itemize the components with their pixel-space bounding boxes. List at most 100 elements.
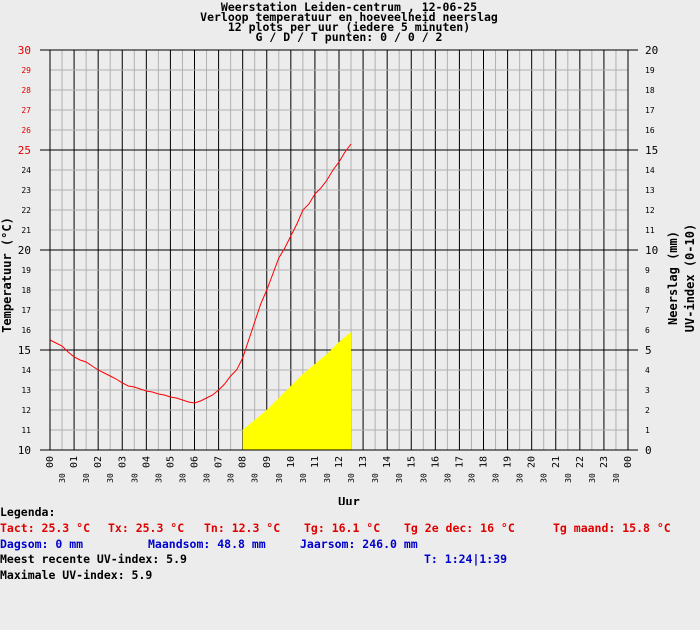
y-left-ticks: 10 11 12 13 14 15 16 17 18 19 20 21 22 23 24 25 26 27 28 29… xyxy=(18,44,31,457)
legend: Legenda: Tact: 25.3 °C Tx: 25.3 °C Tn: 1… xyxy=(0,505,700,630)
legend-time: T: 1:24|1:39 xyxy=(424,552,508,566)
y-right-tick-label: 14 xyxy=(645,166,655,175)
x-tick-label: 30 xyxy=(203,473,212,483)
uv-area xyxy=(242,331,352,450)
x-tick-label: 15 xyxy=(406,456,417,468)
y-left-tick-label: 21 xyxy=(21,226,31,235)
y-right-tick-label: 15 xyxy=(645,144,658,157)
x-tick-label: 02 xyxy=(93,456,104,468)
legend-jaarsom: Jaarsom: 246.0 mm xyxy=(300,537,418,551)
x-tick-label: 30 xyxy=(564,473,573,483)
temperature-line xyxy=(49,143,352,404)
legend-tg2e: Tg 2e dec: 16 °C xyxy=(404,521,515,535)
x-ticks: 0030013002300330043005300630073008300930… xyxy=(45,456,634,483)
y-right-tick-label: 1 xyxy=(645,426,650,435)
y-left-tick-label: 13 xyxy=(21,386,31,395)
x-tick-label: 08 xyxy=(238,456,249,468)
y-right-tick-label: 9 xyxy=(645,266,650,275)
legend-tact: Tact: 25.3 °C xyxy=(0,521,91,535)
y-right-tick-label: 10 xyxy=(645,244,658,257)
y-left-tick-label: 22 xyxy=(21,206,31,215)
x-tick-label: 30 xyxy=(251,473,260,483)
x-tick-label: 30 xyxy=(275,473,284,483)
y-right-tick-label: 20 xyxy=(645,44,658,57)
y-right-tick-label: 7 xyxy=(645,306,650,315)
title-line: G / D / T punten: 0 / 0 / 2 xyxy=(256,30,443,44)
uv-area-shape xyxy=(242,332,352,450)
y-left-axis-label: Temperatuur (°C) xyxy=(0,217,14,333)
y-right-tick-label: 11 xyxy=(645,226,655,235)
legend-tn: Tn: 12.3 °C xyxy=(204,521,281,535)
y-left-tick-label: 27 xyxy=(21,106,31,115)
y-right-tick-label: 12 xyxy=(645,206,655,215)
plot-border xyxy=(49,49,629,451)
x-tick-label: 30 xyxy=(58,473,67,483)
grid xyxy=(40,49,638,451)
x-tick-label: 18 xyxy=(479,456,490,468)
x-tick-label: 22 xyxy=(575,456,586,468)
y-left-tick-label: 16 xyxy=(21,326,31,335)
x-tick-label: 30 xyxy=(612,473,621,483)
y-left-tick-label: 25 xyxy=(18,144,31,157)
x-tick-label: 17 xyxy=(454,456,465,468)
x-axis-label: Uur xyxy=(338,495,360,505)
x-tick-label: 14 xyxy=(382,456,393,468)
legend-maandsom: Maandsom: 48.8 mm xyxy=(148,537,266,551)
x-tick-label: 30 xyxy=(82,473,91,483)
chart-title: Weerstation Leiden-centrum , 12-06-25Ver… xyxy=(200,0,498,44)
y-right-tick-label: 6 xyxy=(645,326,650,335)
y-right-tick-label: 16 xyxy=(645,126,655,135)
y-left-tick-label: 20 xyxy=(18,244,31,257)
y-left-tick-label: 12 xyxy=(21,406,31,415)
y-left-tick-label: 23 xyxy=(21,186,31,195)
y-left-tick-label: 17 xyxy=(21,306,31,315)
x-tick-label: 30 xyxy=(347,473,356,483)
x-tick-label: 19 xyxy=(503,456,514,468)
y-left-tick-label: 15 xyxy=(18,344,31,357)
y-left-tick-label: 26 xyxy=(21,126,31,135)
x-tick-label: 12 xyxy=(334,456,345,468)
y-left-tick-label: 30 xyxy=(18,44,31,57)
x-tick-label: 21 xyxy=(551,456,562,468)
x-tick-label: 23 xyxy=(599,456,610,468)
title-line: Verloop temperatuur en hoeveelheid neers… xyxy=(200,10,498,24)
x-tick-label: 30 xyxy=(395,473,404,483)
y-left-tick-label: 11 xyxy=(21,426,31,435)
x-tick-label: 11 xyxy=(310,456,321,468)
x-tick-label: 01 xyxy=(69,456,80,468)
x-tick-label: 30 xyxy=(467,473,476,483)
x-tick-label: 09 xyxy=(262,456,273,468)
x-tick-label: 05 xyxy=(165,456,176,468)
title-line: 12 plots per uur (iedere 5 minuten) xyxy=(228,20,470,34)
x-tick-label: 30 xyxy=(588,473,597,483)
x-tick-label: 30 xyxy=(299,473,308,483)
x-tick-label: 30 xyxy=(130,473,139,483)
y-left-tick-label: 28 xyxy=(21,86,31,95)
x-tick-label: 30 xyxy=(516,473,525,483)
y-left-tick-label: 10 xyxy=(18,444,31,457)
x-tick-label: 00 xyxy=(623,456,634,468)
x-tick-label: 13 xyxy=(358,456,369,468)
y-right-tick-label: 17 xyxy=(645,106,655,115)
y-right-tick-label: 13 xyxy=(645,186,655,195)
x-tick-label: 30 xyxy=(371,473,380,483)
legend-uv-max: Maximale UV-index: 5.9 xyxy=(0,568,153,582)
y-right-tick-label: 5 xyxy=(645,344,652,357)
legend-dagsom: Dagsom: 0 mm xyxy=(0,537,84,551)
title-line: Weerstation Leiden-centrum , 12-06-25 xyxy=(221,0,477,14)
y-right-tick-label: 19 xyxy=(645,66,655,75)
y-right-tick-label: 4 xyxy=(645,366,650,375)
x-tick-label: 16 xyxy=(430,456,441,468)
y-right-axis-label-uv: UV-index (0-10) xyxy=(683,224,697,332)
y-right-tick-label: 2 xyxy=(645,406,650,415)
x-tick-label: 03 xyxy=(117,456,128,468)
legend-heading: Legenda: xyxy=(0,505,56,519)
y-left-tick-label: 29 xyxy=(21,66,31,75)
x-tick-label: 30 xyxy=(154,473,163,483)
x-tick-label: 30 xyxy=(540,473,549,483)
x-tick-label: 30 xyxy=(492,473,501,483)
y-left-tick-label: 19 xyxy=(21,266,31,275)
y-right-tick-label: 0 xyxy=(645,444,652,457)
legend-uv-recent: Meest recente UV-index: 5.9 xyxy=(0,552,187,566)
